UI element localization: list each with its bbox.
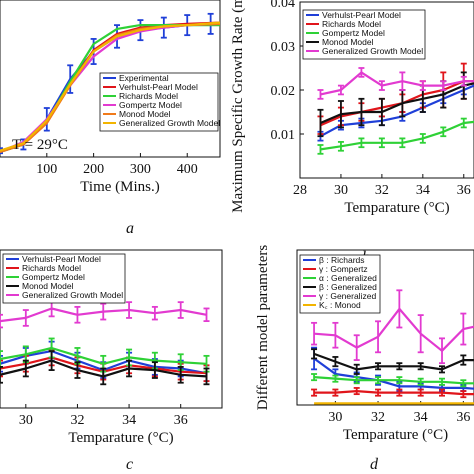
x-tick-label: 34 [414, 410, 428, 425]
temperature-annotation: T = 29°C [12, 137, 68, 153]
legend-label: Generalized Growth Model [22, 290, 123, 300]
axes-frame [0, 249, 223, 409]
series-group [0, 12, 220, 155]
x-tick-label: 30 [334, 183, 348, 198]
legend-label: Verhulst-Pearl Model [322, 10, 401, 20]
legend-label: Generalized Growth Model [322, 46, 423, 56]
legend-label: Gompertz Model [22, 272, 85, 282]
x-tick-label: 400 [177, 162, 198, 177]
panel-a: 100 200 300 400 Time (Mins.) T = 29°C Experime… [0, 0, 221, 237]
panel-letter: d [370, 456, 379, 473]
x-tick-label: 100 [36, 162, 57, 177]
legend-label: α : Generalized [319, 273, 377, 283]
legend-label: Experimental [119, 73, 169, 83]
x-axis-label: Temparature (°C) [344, 200, 449, 216]
legend-label: Richards Model [22, 263, 81, 273]
legend-label: Monod Model [22, 281, 74, 291]
axes-frame [296, 249, 474, 406]
series-line [314, 307, 474, 352]
x-tick-label: 300 [130, 162, 151, 177]
legend-label: β : Richards [319, 255, 365, 265]
series-line [0, 21, 220, 152]
series-group [311, 289, 474, 405]
x-tick-label: 32 [70, 413, 84, 428]
y-tick-label: 0.02 [271, 84, 296, 99]
y-tick-label: 0.04 [271, 0, 296, 11]
legend-label: K꜀ : Monod [319, 300, 361, 310]
x-tick-label: 32 [371, 410, 385, 425]
legend-box [302, 9, 426, 60]
series-line [314, 390, 474, 396]
panel-b: 28 30 32 34 36 0.01 0.02 0.03 0.04 Temparature (°… [230, 0, 474, 266]
x-tick-label: 36 [457, 183, 471, 198]
legend-label: γ : Gompertz [319, 264, 368, 274]
axes-frame [0, 0, 221, 158]
panel-letter: a [126, 220, 134, 237]
legend-label: Verhulst-Pearl Model [119, 82, 198, 92]
series-group [0, 299, 210, 386]
x-tick-label: 34 [122, 413, 136, 428]
legend-box [2, 253, 126, 304]
series-group [317, 62, 474, 155]
legend-label: γ : Generalized [319, 291, 376, 301]
legend-label: Richards Model [119, 91, 178, 101]
legend-label: Monod Model [119, 109, 171, 119]
legend-label: Gompertz Model [322, 28, 385, 38]
legend-label: Verhulst-Pearl Model [22, 254, 101, 264]
legend-box [299, 254, 381, 314]
legend-label: Monod Model [322, 37, 374, 47]
x-tick-label: 36 [456, 410, 470, 425]
x-tick-label: 30 [19, 413, 33, 428]
legend-label: β : Generalized [319, 282, 377, 292]
panel-letter: c [126, 456, 133, 473]
y-tick-label: 0.01 [271, 128, 296, 143]
x-axis-label: Temparature (°C) [343, 427, 448, 443]
legend-label: Gompertz Model [119, 100, 182, 110]
x-tick-label: 34 [416, 183, 430, 198]
y-axis-label: Maximum Specific Growth Rate (min⁻¹) [230, 0, 246, 213]
panel-d: 30 32 34 36 Temparature (°C) Different model … [255, 245, 474, 473]
legend-label: Richards Model [322, 19, 381, 29]
x-tick-label: 32 [375, 183, 389, 198]
x-axis-label: Temparature (°C) [68, 430, 173, 446]
y-axis-label: Different model parameters [255, 245, 271, 411]
x-tick-label: 36 [174, 413, 188, 428]
y-tick-label: 0.03 [271, 40, 296, 55]
legend-label: Generalized Growth Model [119, 118, 220, 128]
x-tick-label: 30 [328, 410, 342, 425]
x-tick-label: 200 [83, 162, 104, 177]
x-axis-label: Time (Mins.) [80, 179, 159, 195]
x-tick-label: 28 [293, 183, 307, 198]
legend-box [99, 72, 219, 132]
